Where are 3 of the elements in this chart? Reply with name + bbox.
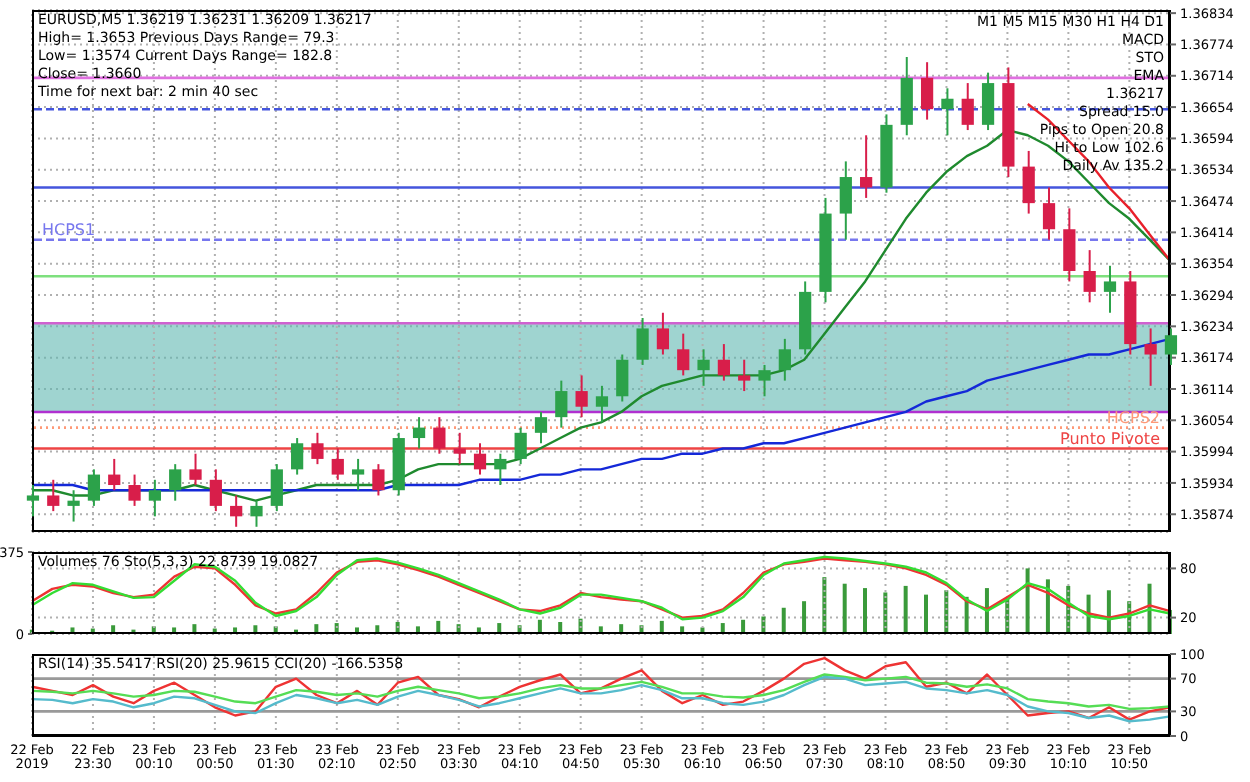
ref-line-label: HCPS1 xyxy=(42,221,96,240)
ref-line-label: Punto Pivote xyxy=(1060,430,1161,449)
ref-line-label: HCPS2 xyxy=(1106,409,1160,428)
